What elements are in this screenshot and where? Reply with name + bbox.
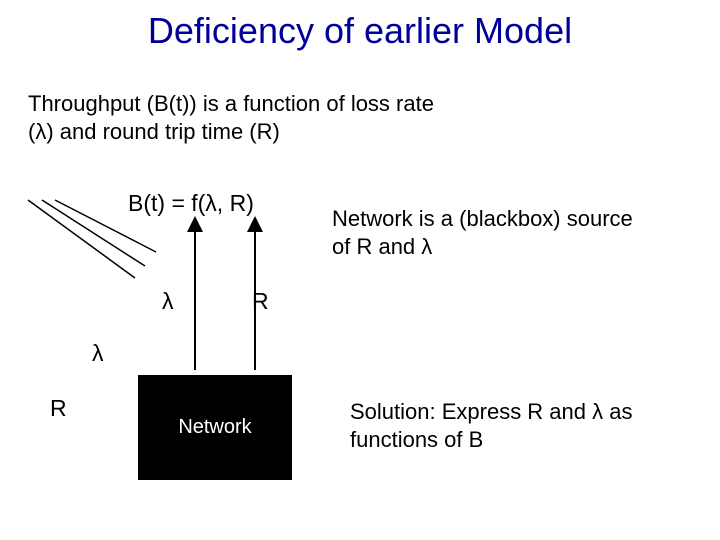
r-left-label: R <box>50 395 67 422</box>
network-note-line1: Network is a (blackbox) source <box>332 206 633 231</box>
equation-text: B(t) = f(λ, R) <box>128 190 254 217</box>
slide-root: Deficiency of earlier Model Throughput (… <box>0 0 720 540</box>
intro-text: Throughput (B(t)) is a function of loss … <box>28 90 434 145</box>
intro-line1: Throughput (B(t)) is a function of loss … <box>28 91 434 116</box>
lambda-top-label: λ <box>162 288 174 315</box>
slash-1 <box>28 200 135 278</box>
diagram-overlay <box>0 0 720 540</box>
r-top-label: R <box>252 288 269 315</box>
network-box-label: Network <box>178 416 251 439</box>
network-box: Network <box>138 375 292 480</box>
solution-text: Solution: Express R and λ as functions o… <box>350 398 632 453</box>
solution-line1: Solution: Express R and λ as <box>350 399 632 424</box>
network-note-line2: of R and λ <box>332 234 432 259</box>
slide-title: Deficiency of earlier Model <box>0 10 720 52</box>
solution-line2: functions of B <box>350 427 483 452</box>
lambda-left-label: λ <box>92 340 104 367</box>
network-note: Network is a (blackbox) source of R and … <box>332 205 633 260</box>
intro-line2: (λ) and round trip time (R) <box>28 119 280 144</box>
